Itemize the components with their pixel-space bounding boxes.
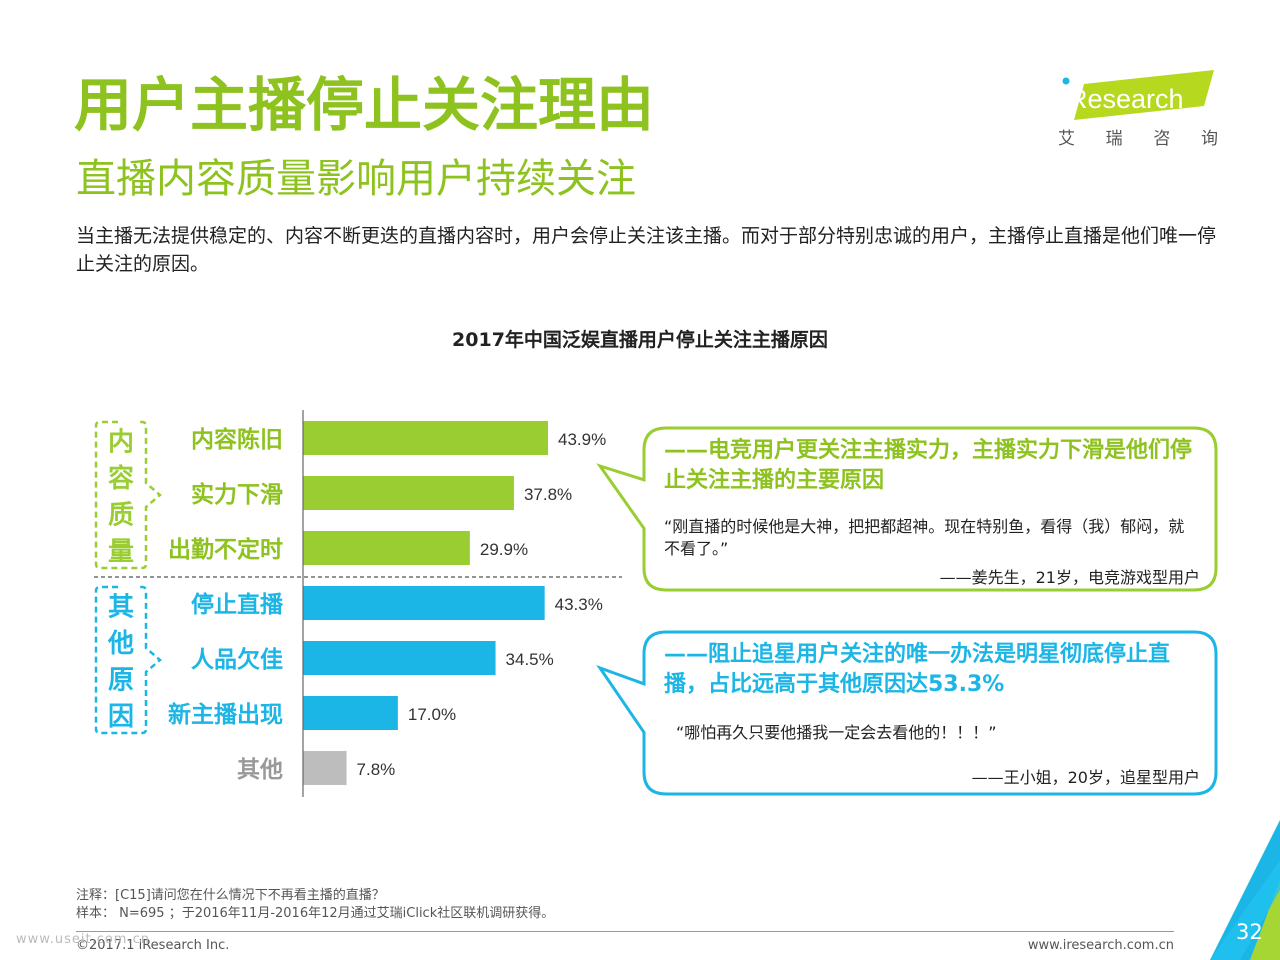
bar-value-label: 43.3% — [555, 595, 603, 614]
chart-title: 2017年中国泛娱直播用户停止关注主播原因 — [452, 329, 828, 351]
category-label: 其他 — [237, 757, 283, 783]
bar-value-label: 34.5% — [506, 650, 554, 669]
corner-decoration — [1210, 820, 1280, 960]
logo-sub-char: 咨 — [1153, 129, 1171, 149]
bar — [303, 641, 496, 675]
bar-value-label: 43.9% — [558, 430, 606, 449]
group-bracket — [94, 420, 162, 570]
footer-note: 注释：[C15]请问您在什么情况下不再看主播的直播？ — [76, 888, 385, 903]
group-label-char: 原 — [108, 665, 134, 695]
group-label-char: 因 — [108, 702, 134, 732]
callout-1-quote: “刚直播的时候他是大神，把把都超神。现在特别鱼，看得（我）郁闷，就不看了。” — [664, 517, 1185, 558]
group-label-char: 内 — [108, 427, 134, 457]
logo-text: iResearch — [1062, 84, 1184, 114]
watermark: www.useit.com.cn — [16, 932, 150, 947]
bar — [303, 751, 347, 785]
group-bracket — [94, 585, 162, 735]
bar — [303, 531, 470, 565]
callout-2-headline: ——阻止追星用户关注的唯一办法是明星彻底停止直播，占比远高于其他原因达53.3% — [664, 642, 1171, 697]
callout-1: ——电竞用户更关注主播实力，主播实力下滑是他们停止关注主播的主要原因 “刚直播的… — [664, 436, 1200, 588]
callout-2: ——阻止追星用户关注的唯一办法是明星彻底停止直播，占比远高于其他原因达53.3%… — [664, 640, 1200, 788]
callout-1-attribution: ——姜先生，21岁，电竞游戏型用户 — [939, 568, 1200, 587]
bar-value-label: 37.8% — [524, 485, 572, 504]
page-description: 当主播无法提供稳定的、内容不断更迭的直播内容时，用户会停止关注该主播。而对于部分… — [76, 225, 1217, 275]
page-title: 用户主播停止关注理由 — [74, 71, 655, 139]
category-label: 实力下滑 — [191, 481, 283, 508]
bar-value-label: 7.8% — [357, 760, 396, 779]
group-label-char: 容 — [108, 463, 134, 494]
footer-notes: 注释：[C15]请问您在什么情况下不再看主播的直播？ 样本： N=695 ；于2… — [76, 887, 554, 923]
page-number: 32 — [1236, 920, 1263, 944]
category-label: 内容陈旧 — [191, 426, 283, 453]
category-label: 人品欠佳 — [191, 646, 283, 673]
footer-divider — [76, 931, 1174, 932]
iresearch-logo: iResearch — [1062, 70, 1214, 120]
callout-1-headline: ——电竞用户更关注主播实力，主播实力下滑是他们停止关注主播的主要原因 — [664, 438, 1193, 493]
logo-sub-char: 艾 — [1058, 129, 1075, 149]
bar — [303, 696, 398, 730]
copyright: ©2017.1 iResearch Inc. — [76, 938, 230, 953]
footer-sample: 样本： N=695 ；于2016年11月-2016年12月通过艾瑞iClick社… — [76, 906, 555, 921]
logo-subtitle: 艾 瑞 咨 询 — [1058, 124, 1218, 149]
group-label-char: 其 — [108, 592, 134, 622]
callout-1-bubble — [596, 426, 1218, 592]
logo-sub-char: 瑞 — [1105, 129, 1123, 149]
bar-value-label: 17.0% — [408, 705, 456, 724]
group-label-char: 他 — [107, 629, 134, 659]
bar — [303, 476, 514, 510]
bar-value-label: 29.9% — [480, 540, 528, 559]
group-label-char: 质 — [108, 500, 134, 530]
category-label: 新主播出现 — [168, 701, 283, 728]
bar — [303, 586, 545, 620]
bar — [303, 421, 548, 455]
category-label: 停止直播 — [191, 591, 284, 618]
page-subtitle: 直播内容质量影响用户持续关注 — [76, 156, 636, 202]
callout-2-quote: “哪怕再久只要他播我一定会去看他的！！！” — [676, 723, 997, 742]
group-label-char: 量 — [108, 537, 134, 567]
callout-2-attribution: ——王小姐，20岁，追星型用户 — [971, 768, 1200, 787]
website-link[interactable]: www.iresearch.com.cn — [1027, 938, 1174, 953]
category-label: 出勤不定时 — [168, 536, 283, 563]
logo-sub-char: 询 — [1200, 129, 1218, 149]
callout-2-bubble — [596, 630, 1218, 796]
